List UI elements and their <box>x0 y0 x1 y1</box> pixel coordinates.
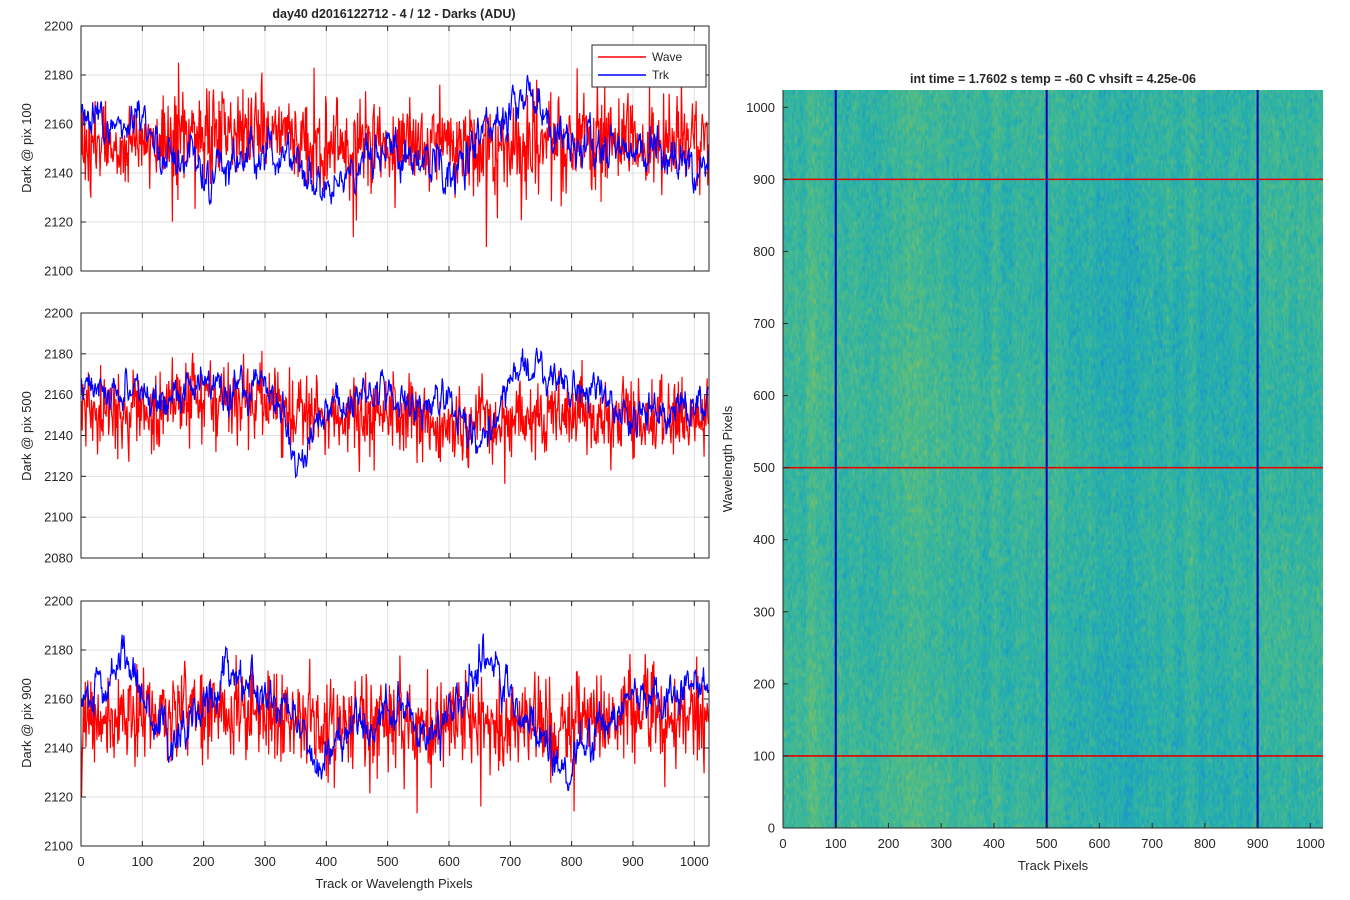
dark-pix-900-ytick-label: 2200 <box>44 594 73 609</box>
dark-pix-100-ytick-label: 2180 <box>44 68 73 83</box>
dark-pix-100-ytick-label: 2140 <box>44 166 73 181</box>
dark-pix-500-series-wave <box>81 350 709 484</box>
dark-image-ytick-label: 900 <box>753 172 775 187</box>
dark-image-ytick-label: 700 <box>753 316 775 331</box>
dark-image-ytick-label: 0 <box>768 821 775 836</box>
dark-image-ylabel: Wavelength Pixels <box>720 405 735 512</box>
legend-wave-label: Wave <box>652 50 683 64</box>
dark-pix-900-xtick-label: 700 <box>499 854 521 869</box>
dark-pix-900-axes-box <box>80 600 710 847</box>
dark-image-ytick-label: 400 <box>753 532 775 547</box>
dark-image-ytick-label: 1000 <box>746 100 775 115</box>
dark-image-ytick-label: 300 <box>753 604 775 619</box>
dark-image-ytick-label: 500 <box>753 460 775 475</box>
dark-pix-500-series-trk <box>81 347 709 479</box>
dark-pix-900-ytick-label: 2140 <box>44 741 73 756</box>
dark-pix-900-xlabel: Track or Wavelength Pixels <box>315 876 473 891</box>
dark-image-axes: int time = 1.7602 s temp = -60 C vhsift … <box>720 72 1325 873</box>
dark-image-xlabel: Track Pixels <box>1018 858 1089 873</box>
dark-pix-100-ytick-label: 2160 <box>44 117 73 132</box>
dark-pix-900-xtick-label: 1000 <box>680 854 709 869</box>
dark-pix-900-xtick-label: 900 <box>622 854 644 869</box>
dark-pix-900-ytick-label: 2160 <box>44 692 73 707</box>
dark-pix-500-ytick-label: 2140 <box>44 428 73 443</box>
dark-pix-100-ytick-label: 2200 <box>44 19 73 34</box>
dark-pix-100-ytick-label: 2100 <box>44 264 73 279</box>
dark-pix-100-axes: day40 d2016122712 - 4 / 12 - Darks (ADU)… <box>19 7 710 279</box>
dark-pix-900-xtick-label: 500 <box>377 854 399 869</box>
dark-pix-900-ytick-label: 2100 <box>44 839 73 854</box>
dark-pix-900-xtick-label: 200 <box>193 854 215 869</box>
dark-pix-900-xtick-label: 100 <box>131 854 153 869</box>
dark-pix-900-ytick-label: 2120 <box>44 790 73 805</box>
dark-image-xtick-label: 600 <box>1089 836 1111 851</box>
dark-pix-100-series-trk <box>81 74 709 205</box>
dark-pix-900-xtick-label: 0 <box>77 854 84 869</box>
dark-image-image <box>783 90 1323 828</box>
dark-pix-100-title: day40 d2016122712 - 4 / 12 - Darks (ADU) <box>272 7 515 21</box>
dark-pix-500-ylabel: Dark @ pix 500 <box>19 391 34 481</box>
legend-trk-label: Trk <box>652 68 670 82</box>
dark-pix-500-ytick-label: 2200 <box>44 306 73 321</box>
dark-image-ytick-label: 100 <box>753 748 775 763</box>
dark-image-xtick-label: 700 <box>1141 836 1163 851</box>
dark-image-xtick-label: 1000 <box>1296 836 1325 851</box>
dark-image-xtick-label: 200 <box>878 836 900 851</box>
dark-image-xtick-label: 0 <box>779 836 786 851</box>
dark-pix-900-ytick-label: 2180 <box>44 643 73 658</box>
dark-pix-900-series-trk <box>81 633 709 791</box>
dark-pix-100-ytick-label: 2120 <box>44 215 73 230</box>
dark-image-ytick-label: 200 <box>753 676 775 691</box>
dark-pix-500-ytick-label: 2080 <box>44 551 73 566</box>
dark-pix-900-axes: Dark @ pix 900 Track or Wavelength Pixel… <box>19 594 710 891</box>
dark-pix-100-series-wave <box>81 62 709 247</box>
dark-pix-100-ylabel: Dark @ pix 100 <box>19 103 34 193</box>
dark-pix-500-ytick-label: 2100 <box>44 510 73 525</box>
dark-pix-500-axes: Dark @ pix 500 2080 2100 2120 2140 2160 2180 2… <box>19 306 710 566</box>
dark-image-xtick-label: 300 <box>930 836 952 851</box>
dark-pix-900-xtick-label: 300 <box>254 854 276 869</box>
dark-image-ytick-label: 600 <box>753 388 775 403</box>
dark-image-xtick-label: 500 <box>1036 836 1058 851</box>
dark-pix-500-ytick-label: 2120 <box>44 469 73 484</box>
dark-pix-500-grid <box>81 313 709 558</box>
dark-pix-900-ylabel: Dark @ pix 900 <box>19 678 34 768</box>
dark-image-xtick-label: 800 <box>1194 836 1216 851</box>
dark-pix-900-xtick-label: 600 <box>438 854 460 869</box>
dark-pix-500-axes-box <box>80 312 710 559</box>
legend-box <box>591 44 707 88</box>
dark-pix-500-ytick-label: 2160 <box>44 387 73 402</box>
dark-image-xtick-label: 400 <box>983 836 1005 851</box>
dark-image-xtick-label: 900 <box>1247 836 1269 851</box>
dark-pix-900-xtick-label: 800 <box>561 854 583 869</box>
dark-image-xtick-label: 100 <box>825 836 847 851</box>
dark-pix-100-axes-box <box>80 25 710 272</box>
dark-pix-500-ytick-label: 2180 <box>44 346 73 361</box>
dark-image-title: int time = 1.7602 s temp = -60 C vhsift … <box>910 72 1196 86</box>
dark-image-ytick-label: 800 <box>753 244 775 259</box>
legend: Wave Trk <box>591 44 707 88</box>
dark-pix-900-xtick-label: 400 <box>315 854 337 869</box>
